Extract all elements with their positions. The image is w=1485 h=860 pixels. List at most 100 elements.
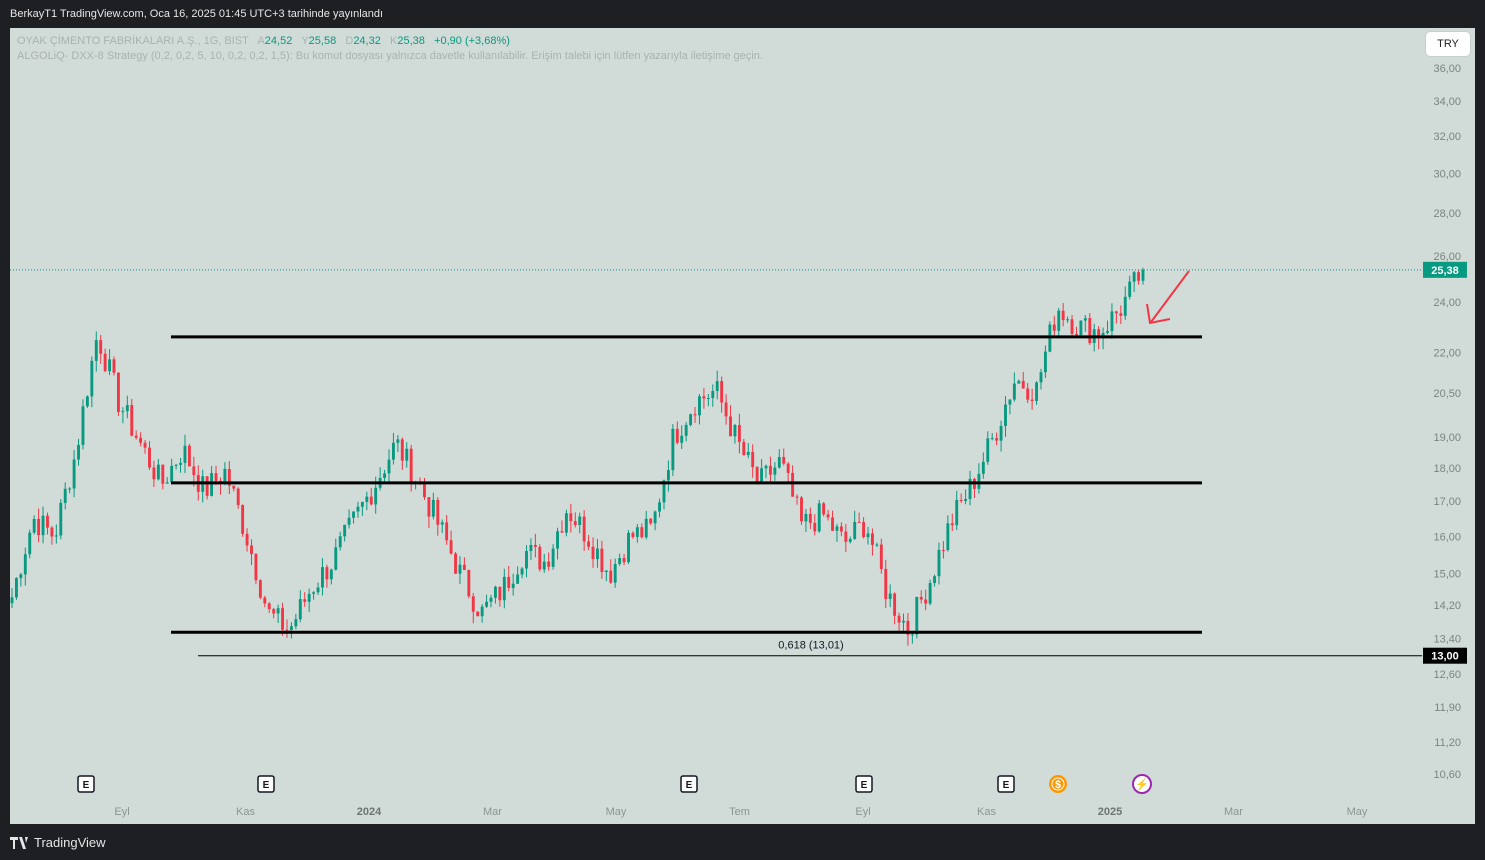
candle-body xyxy=(573,521,577,525)
candle-body xyxy=(1043,351,1047,373)
candle-body xyxy=(46,515,49,528)
candle-body xyxy=(37,518,41,536)
legend-ohlc-row: OYAK ÇİMENTO FABRİKALARI A.Ş., 1G, BIST … xyxy=(17,35,763,47)
candle-body xyxy=(906,620,910,635)
candle-body xyxy=(941,549,945,551)
candle-body xyxy=(183,445,187,463)
candle-body xyxy=(782,456,786,464)
candle-body xyxy=(1128,281,1132,297)
candle-body xyxy=(533,544,537,547)
candle-body xyxy=(423,483,426,498)
candle-body xyxy=(480,606,484,617)
candle-body xyxy=(1021,380,1025,389)
candle-body xyxy=(684,424,688,436)
candle-body xyxy=(1012,383,1016,400)
candle-body xyxy=(409,448,413,485)
candle-body xyxy=(649,518,653,524)
candle-body xyxy=(329,569,333,580)
candle-body xyxy=(1039,372,1043,383)
candle-body xyxy=(365,496,369,502)
candle-body xyxy=(990,438,994,440)
legend-close-value: 25,38 xyxy=(397,35,425,47)
candle-body xyxy=(760,468,764,483)
candle-body xyxy=(85,396,89,407)
candle-body xyxy=(338,536,342,548)
candle-body xyxy=(1057,310,1061,331)
currency-button[interactable]: TRY xyxy=(1426,32,1470,56)
time-axis-label: Eyl xyxy=(855,806,870,818)
candle-body xyxy=(498,586,502,601)
earnings-icon[interactable] xyxy=(257,775,275,793)
candle-body xyxy=(383,473,387,478)
candle-body xyxy=(768,465,772,475)
earnings-icon[interactable] xyxy=(680,775,698,793)
candle-body xyxy=(307,593,311,602)
price-axis-label: 24,00 xyxy=(1433,297,1461,309)
candle-body xyxy=(312,592,316,594)
candle-body xyxy=(298,599,302,620)
dividend-icon-ring xyxy=(1051,777,1065,791)
candle-body xyxy=(1132,272,1136,282)
price-axis-label: 34,00 xyxy=(1433,96,1461,108)
tradingview-logo[interactable]: TradingView xyxy=(10,835,106,850)
legend-indicator-row[interactable]: ALGOLiQ- DXX-8 Strategy (0,2, 0,2, 5, 10… xyxy=(17,50,763,62)
candle-body xyxy=(742,441,746,456)
candle-body xyxy=(569,513,573,522)
candle-body xyxy=(454,553,457,574)
last-price-tag xyxy=(1423,261,1467,278)
price-axis-label: 12,60 xyxy=(1433,669,1461,681)
time-axis-label: May xyxy=(1347,806,1368,818)
candle-body xyxy=(125,405,129,412)
candle-body xyxy=(391,442,395,460)
candle-body xyxy=(72,459,76,489)
candle-body xyxy=(192,466,196,476)
candle-body xyxy=(156,464,160,480)
candle-body xyxy=(746,451,750,456)
earnings-icon[interactable] xyxy=(77,775,95,793)
candle-body xyxy=(791,472,795,497)
candle-body xyxy=(733,425,737,437)
candle-body xyxy=(706,398,710,400)
candle-body xyxy=(10,597,14,604)
candle-body xyxy=(387,459,391,474)
price-axis-label: 36,00 xyxy=(1433,63,1461,75)
candle-body xyxy=(205,476,209,496)
split-icon[interactable] xyxy=(1132,774,1152,794)
candle-body xyxy=(618,558,622,564)
candle-body xyxy=(352,511,355,518)
earnings-icon[interactable] xyxy=(997,775,1015,793)
annotation-arrow[interactable] xyxy=(1150,270,1190,323)
legend-change: +0,90 (+3,68%) xyxy=(434,35,510,47)
candle-body xyxy=(604,570,608,573)
legend-symbol[interactable]: OYAK ÇİMENTO FABRİKALARI A.Ş., 1G, BIST xyxy=(17,35,249,47)
candle-body xyxy=(986,438,990,462)
legend-low-label: D xyxy=(345,35,354,47)
candle-body xyxy=(777,456,781,468)
candle-body xyxy=(720,381,724,403)
candle-body xyxy=(835,526,839,531)
time-axis-label: Tem xyxy=(729,806,750,818)
candle-body xyxy=(32,518,36,533)
time-axis-label: 2025 xyxy=(1098,806,1122,818)
candle-body xyxy=(844,531,848,542)
candle-body xyxy=(848,538,852,542)
candle-body xyxy=(1030,399,1034,401)
candle-body xyxy=(210,473,214,496)
candle-body xyxy=(356,506,360,512)
candle-body xyxy=(764,465,768,469)
candle-body xyxy=(999,425,1003,441)
candle-body xyxy=(1035,382,1038,401)
candle-body xyxy=(1114,311,1118,314)
candle-body xyxy=(631,532,635,537)
chart-panel[interactable] xyxy=(10,28,1475,824)
candle-body xyxy=(241,505,245,534)
candle-body xyxy=(737,425,741,442)
candle-body xyxy=(1110,311,1114,332)
candle-body xyxy=(94,340,98,361)
candle-body xyxy=(108,359,112,372)
candle-body xyxy=(689,414,693,425)
earnings-icon[interactable] xyxy=(855,775,873,793)
candle-body xyxy=(808,513,812,523)
time-axis-label: Kas xyxy=(977,806,996,818)
